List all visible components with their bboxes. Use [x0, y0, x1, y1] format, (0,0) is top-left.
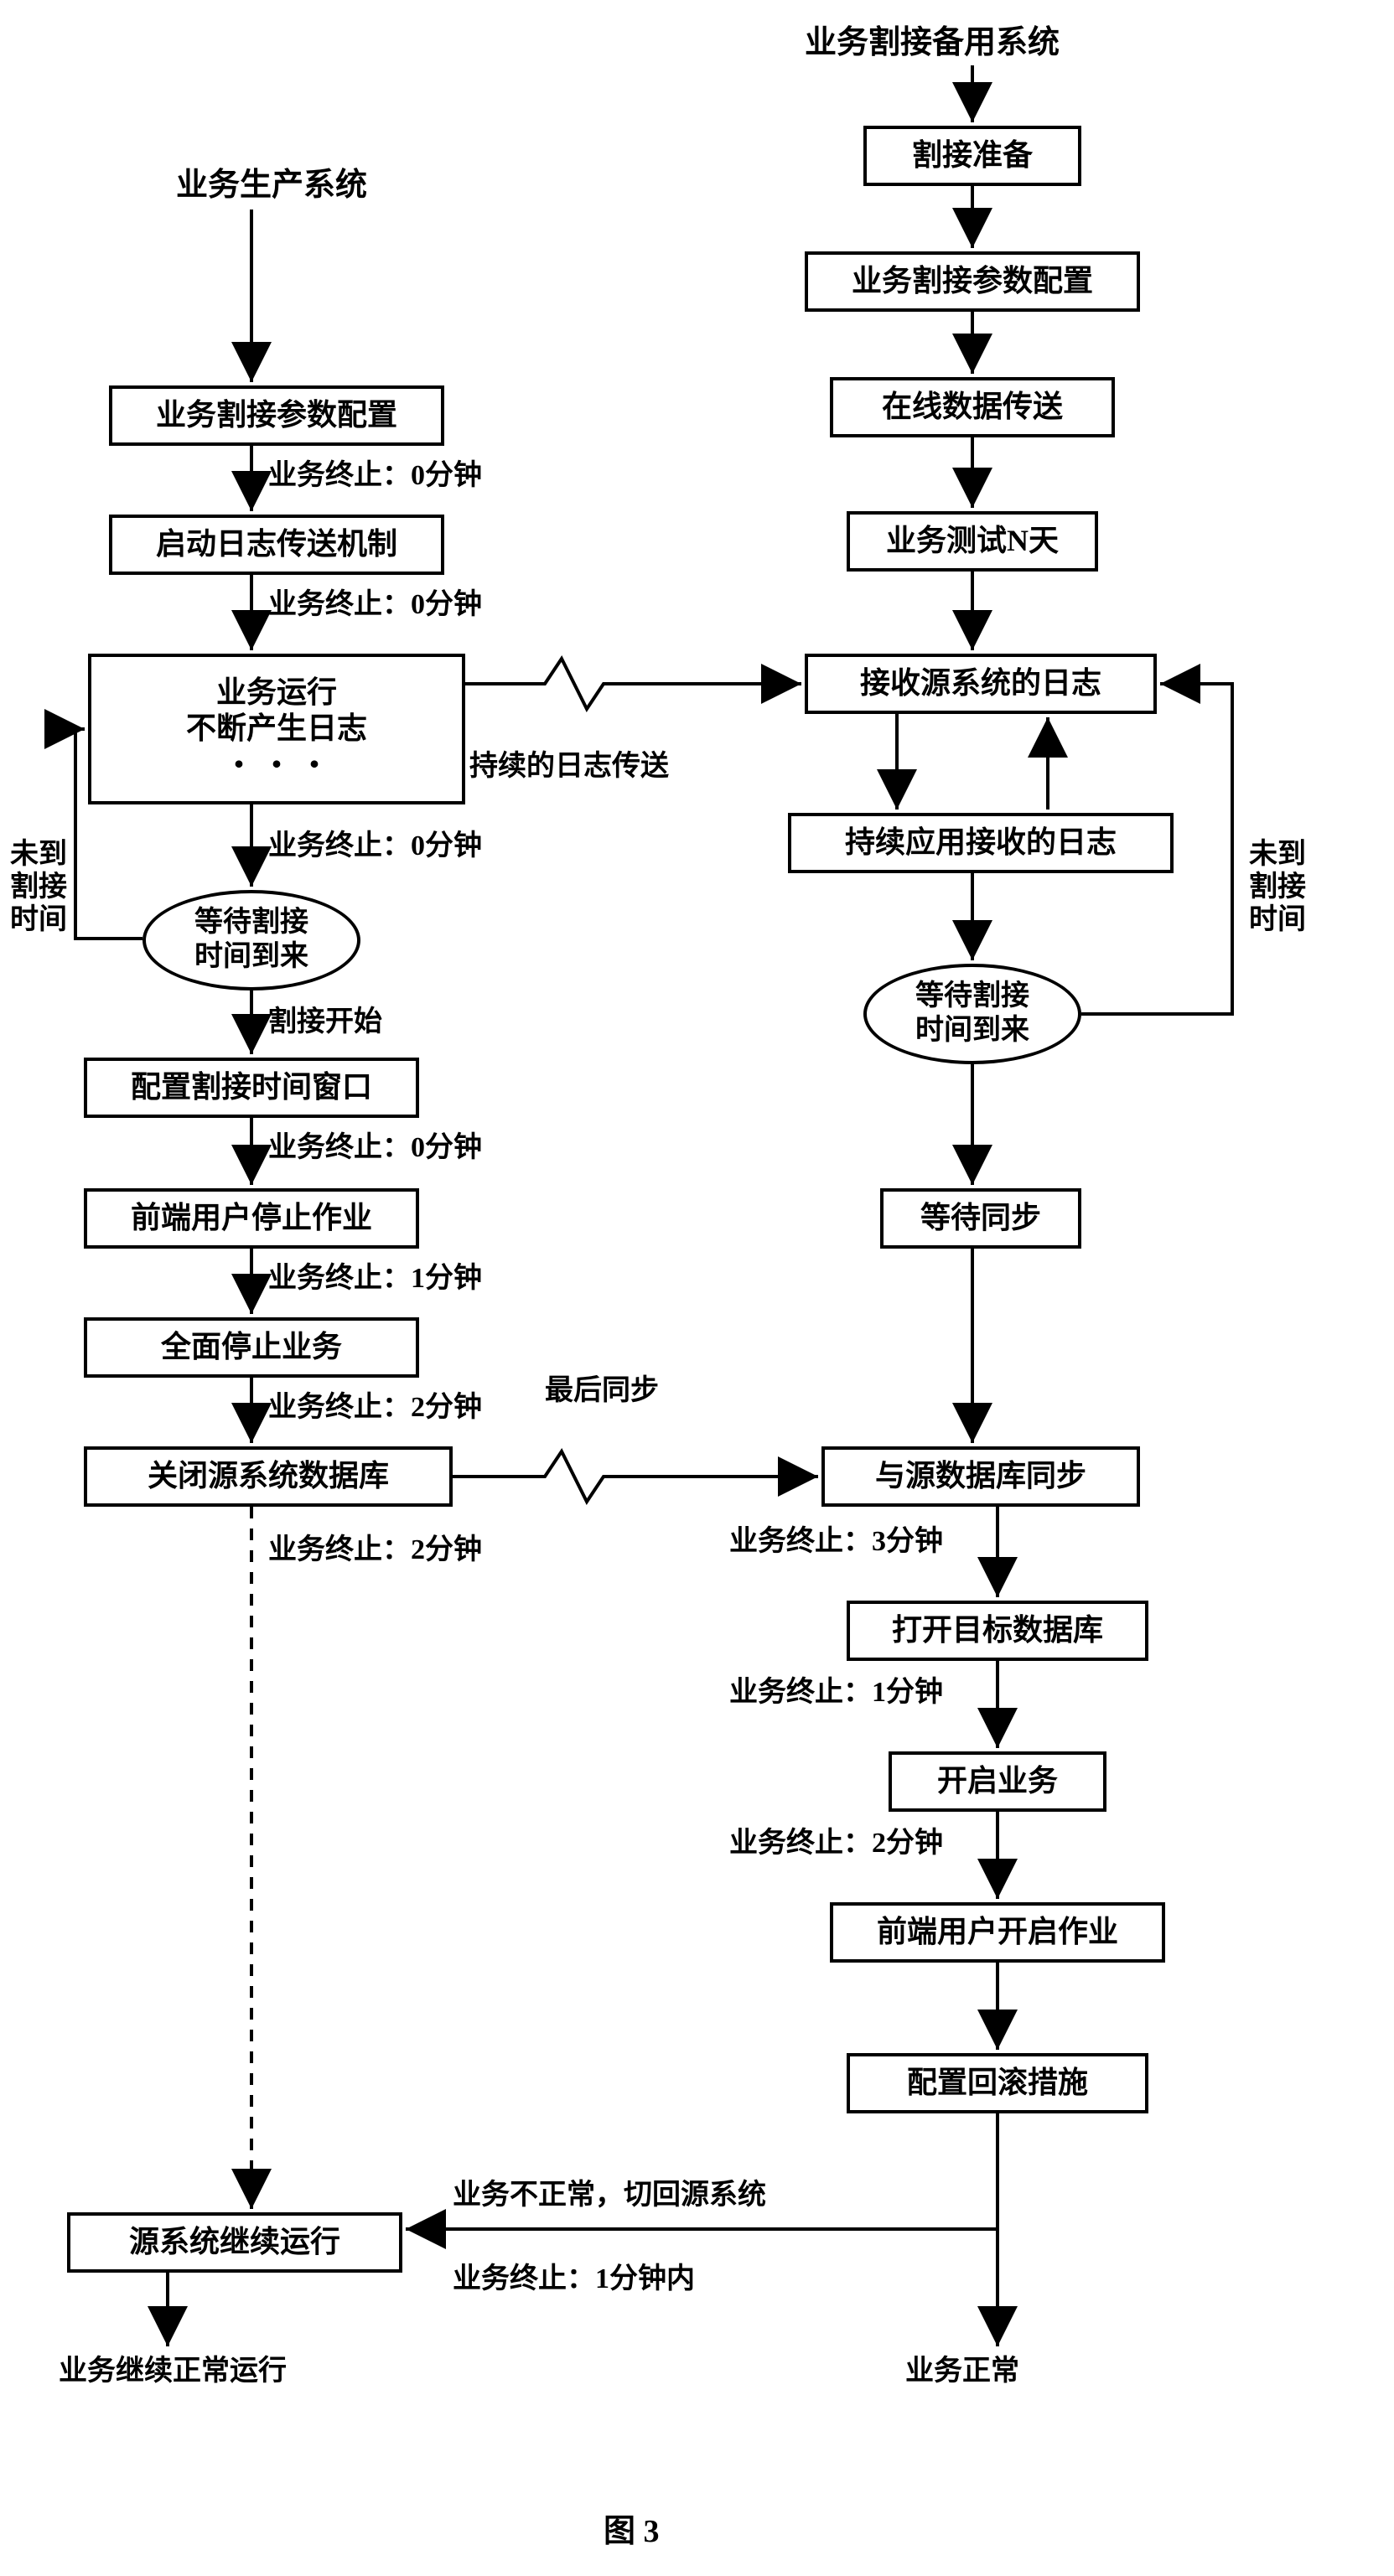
- right-e2: 等待割接 时间到来: [863, 964, 1081, 1064]
- left-title: 业务生产系统: [176, 168, 367, 204]
- left-n8: 源系统继续运行: [67, 2212, 402, 2273]
- left-a5: 业务终止：0分钟: [268, 1131, 482, 1164]
- right-end-label: 业务正常: [905, 2355, 1019, 2387]
- right-b1: 业务终止：3分钟: [729, 1525, 943, 1558]
- left-n6: 全面停止业务: [84, 1317, 419, 1378]
- left-a3: 业务终止：0分钟: [268, 830, 482, 862]
- left-n4: 配置割接时间窗口: [84, 1058, 419, 1118]
- right-b3: 业务终止：2分钟: [729, 1827, 943, 1860]
- left-a1: 业务终止：0分钟: [268, 459, 482, 492]
- right-r7: 等待同步: [880, 1188, 1081, 1249]
- left-a4: 割接开始: [268, 1006, 382, 1038]
- right-r1: 割接准备: [863, 126, 1081, 186]
- left-n1: 业务割接参数配置: [109, 385, 444, 446]
- cross-abnormal: 业务不正常，切回源系统: [453, 2179, 766, 2211]
- left-n3: 业务运行 不断产生日志 ・ ・ ・: [88, 654, 465, 804]
- right-b2: 业务终止：1分钟: [729, 1676, 943, 1709]
- right-r5: 接收源系统的日志: [805, 654, 1157, 714]
- right-r12: 配置回滚措施: [847, 2053, 1148, 2113]
- left-e1: 等待割接 时间到来: [143, 890, 360, 991]
- left-a8: 业务终止：2分钟: [268, 1534, 482, 1566]
- right-r10: 开启业务: [889, 1751, 1106, 1812]
- left-n5: 前端用户停止作业: [84, 1188, 419, 1249]
- figure-label: 图 3: [604, 2514, 660, 2551]
- right-r11: 前端用户开启作业: [830, 1902, 1165, 1963]
- cross-c1: 持续的日志传送: [469, 750, 669, 783]
- left-loop-label: 未到 割接 时间: [10, 838, 67, 936]
- right-r4: 业务测试N天: [847, 511, 1098, 572]
- left-n2: 启动日志传送机制: [109, 515, 444, 575]
- cross-abnormal-time: 业务终止：1分钟内: [453, 2263, 695, 2295]
- left-end-label: 业务继续正常运行: [59, 2355, 287, 2387]
- cross-c2: 最后同步: [545, 1374, 659, 1407]
- left-a7: 业务终止：2分钟: [268, 1391, 482, 1424]
- right-loop-label: 未到 割接 时间: [1249, 838, 1306, 936]
- left-n7: 关闭源系统数据库: [84, 1446, 453, 1507]
- right-r3: 在线数据传送: [830, 377, 1115, 437]
- left-a6: 业务终止：1分钟: [268, 1262, 482, 1295]
- right-title: 业务割接备用系统: [805, 25, 1060, 62]
- right-r8: 与源数据库同步: [821, 1446, 1140, 1507]
- right-r9: 打开目标数据库: [847, 1601, 1148, 1661]
- right-r2: 业务割接参数配置: [805, 251, 1140, 312]
- left-a2: 业务终止：0分钟: [268, 588, 482, 621]
- right-r6: 持续应用接收的日志: [788, 813, 1174, 873]
